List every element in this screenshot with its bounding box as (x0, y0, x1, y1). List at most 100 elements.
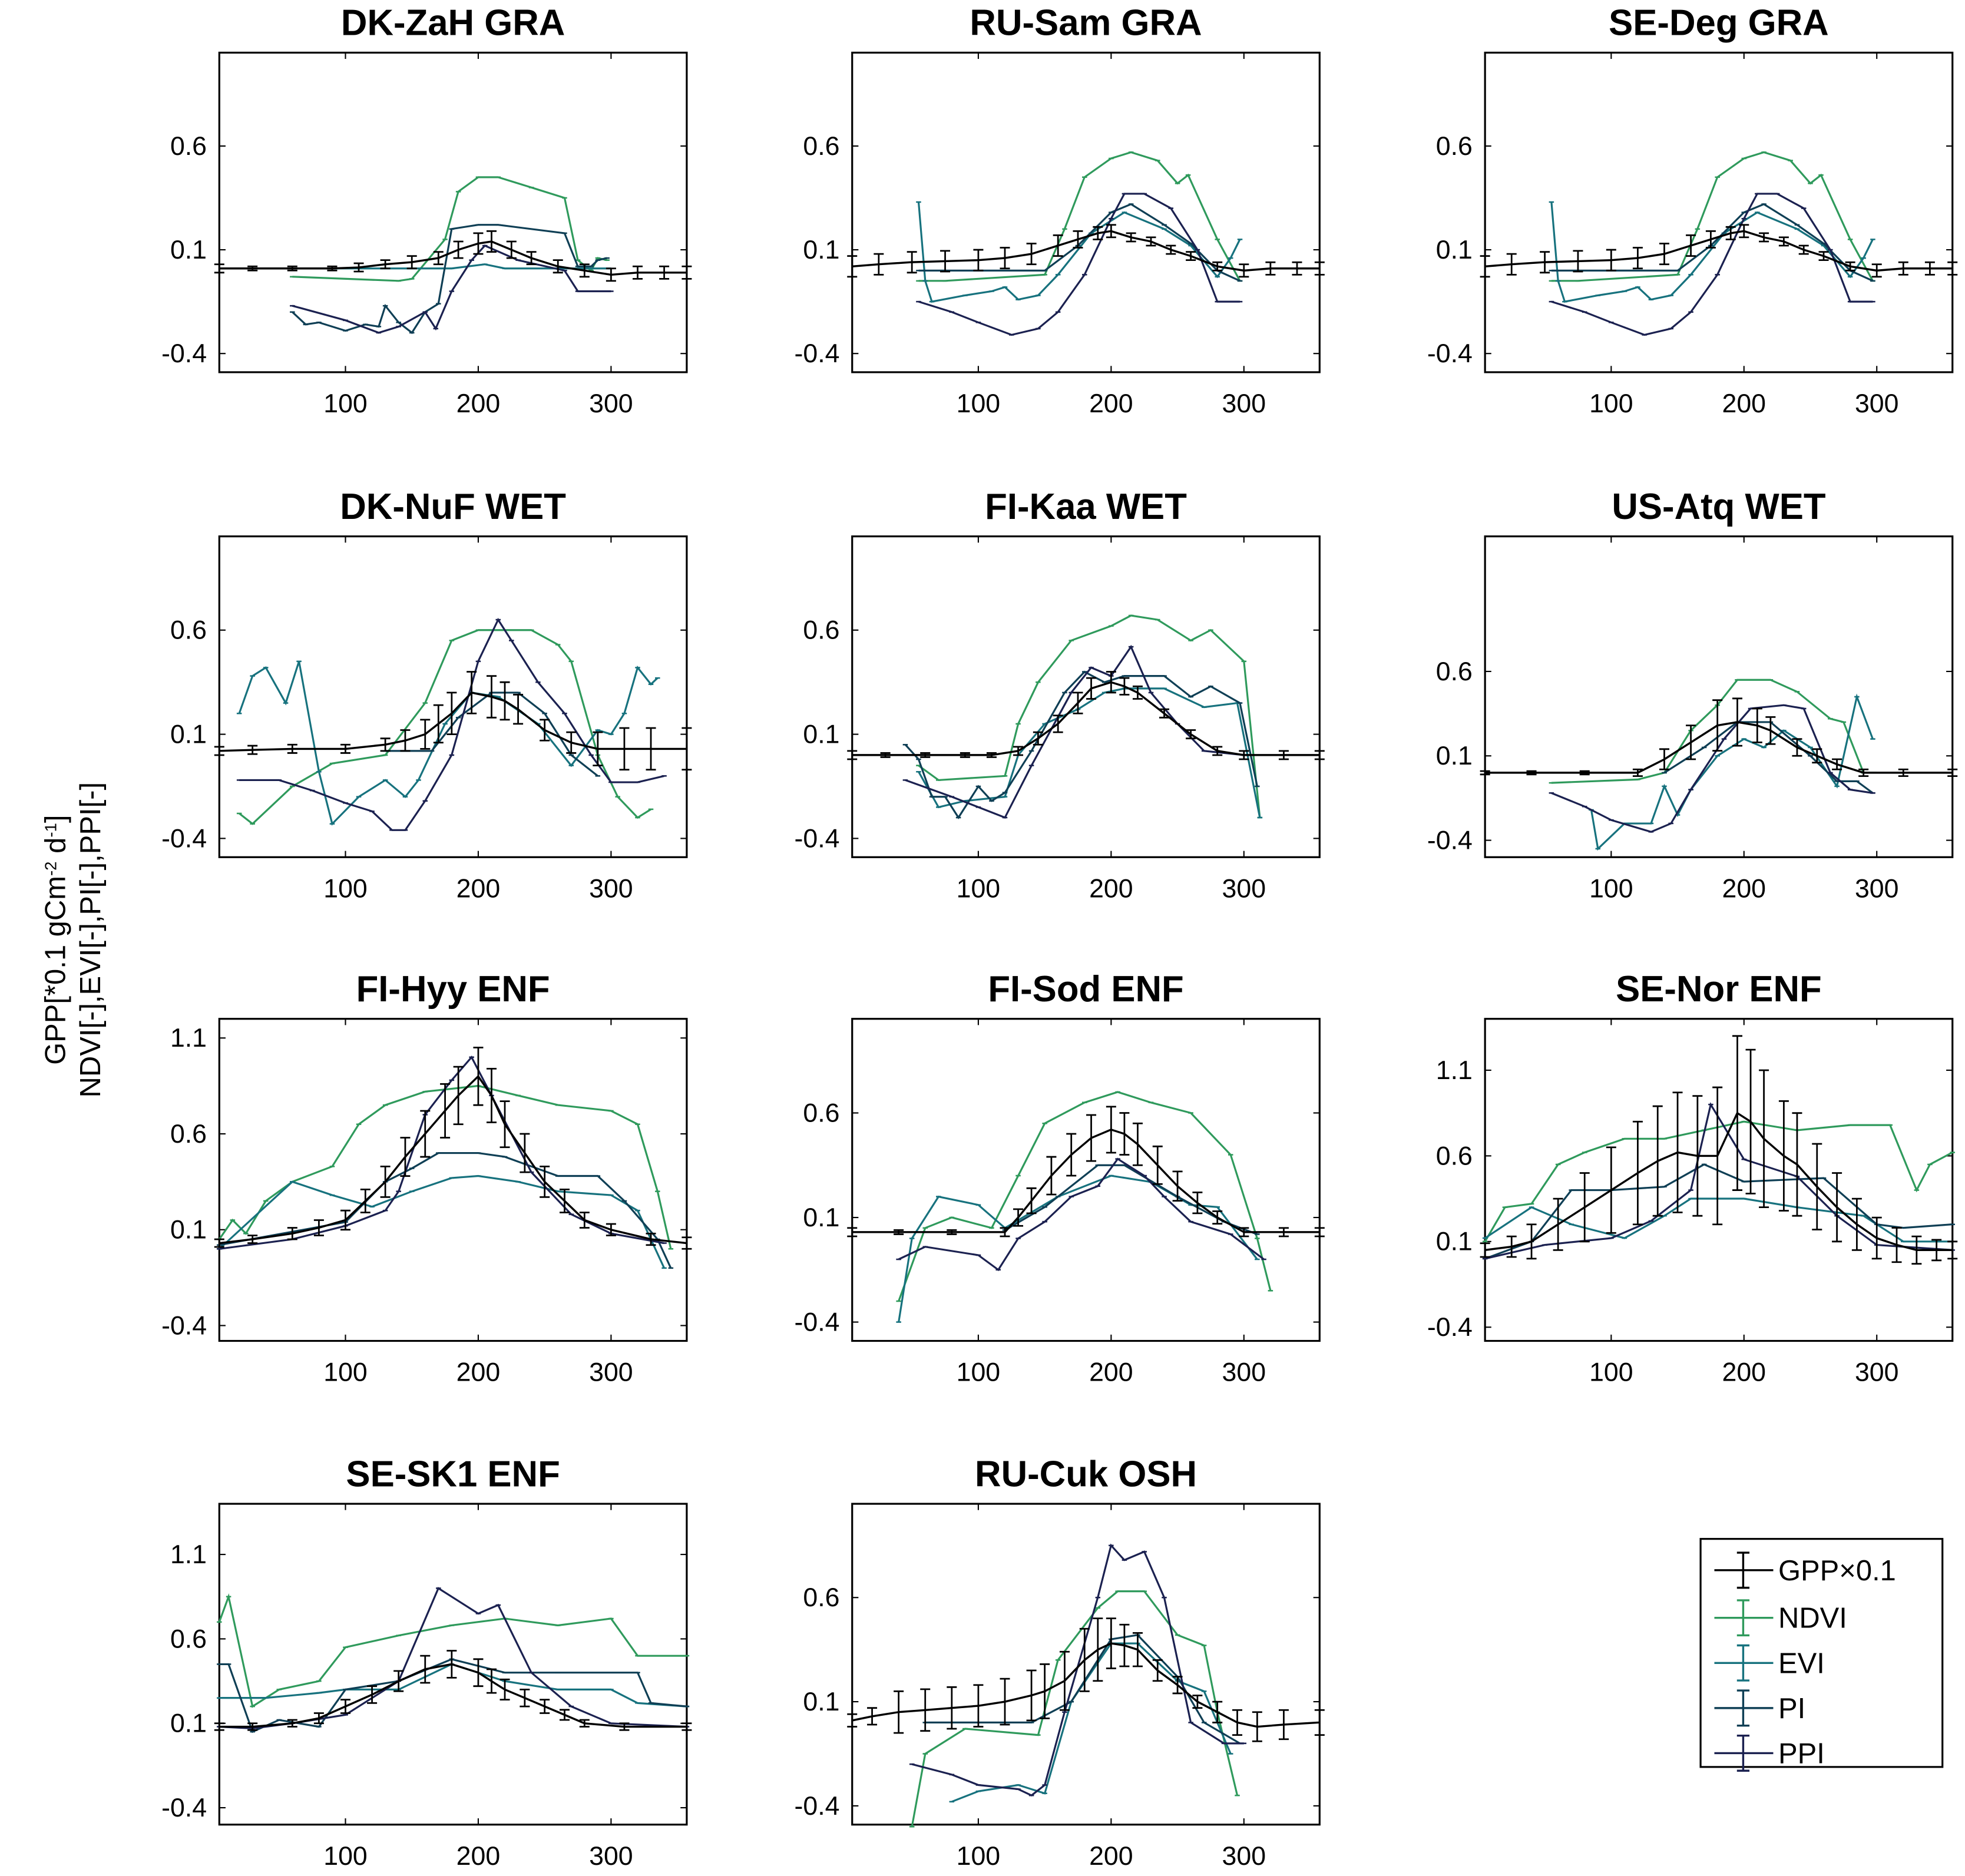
plot-frame (1484, 51, 1954, 373)
series-ppi (896, 1157, 1266, 1272)
gpp-error-bar (1606, 249, 1616, 272)
gpp-error-bar (1947, 261, 1958, 276)
gpp-error-bar (1947, 1240, 1958, 1260)
gpp-error-bar (1732, 697, 1743, 747)
ppi-line (918, 193, 1240, 336)
gpp-error-bar (486, 1668, 497, 1694)
legend-label: NDVI (1778, 1603, 1847, 1635)
y-tick-label: 0.6 (1436, 1142, 1473, 1170)
y-tick-label: 0.6 (1436, 132, 1473, 161)
gpp-error-bar (1026, 1669, 1037, 1722)
gpp-error-bar (1792, 1112, 1802, 1217)
x-tick-label: 100 (323, 389, 368, 418)
series-ppi (1549, 193, 1875, 336)
gpp-error-bar (340, 743, 351, 754)
gpp-error-bar (1106, 224, 1116, 239)
gpp-error-bar (847, 750, 858, 760)
panel-title: RU-Sam GRA (970, 3, 1202, 44)
gpp-error-bar (1314, 261, 1325, 276)
y-tick-label: 0.6 (803, 616, 839, 645)
y-tick-label: 0.1 (1436, 236, 1473, 264)
gpp-error-bar (1632, 768, 1643, 777)
x-tick-label: 300 (589, 874, 633, 903)
gpp-error-bar (1132, 1122, 1143, 1166)
gpp-error-bar (453, 1066, 464, 1126)
ndvi-line (911, 1590, 1239, 1827)
x-tick-label: 200 (456, 389, 501, 418)
legend-label: GPP×0.1 (1778, 1555, 1896, 1587)
gpp-error-bar (400, 1137, 411, 1177)
series-gpp (214, 1047, 692, 1250)
x-tick-label: 300 (1222, 1842, 1266, 1871)
gpp-error-bar (1759, 232, 1769, 243)
y-tick-label: 0.1 (1436, 742, 1473, 770)
gpp-error-bar (1106, 671, 1116, 694)
gpp-error-bar (287, 1719, 297, 1728)
gpp-error-bar (920, 752, 931, 758)
gpp-error-bar (1079, 1627, 1090, 1692)
x-tick-label: 200 (456, 1358, 501, 1387)
ndvi-line (1551, 151, 1874, 282)
gpp-error-bar (874, 253, 884, 276)
x-tick-label: 200 (1089, 1842, 1133, 1871)
gpp-error-bar (214, 1722, 224, 1731)
gpp-error-bar (1166, 244, 1176, 255)
gpp-error-bar (1898, 768, 1908, 777)
x-tick-label: 100 (323, 1842, 368, 1871)
y-tick-label: 0.1 (170, 720, 207, 749)
y-tick-label: 1.1 (170, 1024, 207, 1053)
gpp-error-bar (1686, 724, 1696, 760)
plot-frame (851, 1018, 1321, 1342)
gpp-error-bar (1212, 1210, 1223, 1225)
gpp-error-bar (473, 232, 484, 255)
gpp-error-bar (486, 230, 497, 253)
gpp-error-bar (593, 731, 603, 767)
gpp-error-bar (1053, 234, 1063, 257)
y-tick-label: 0.6 (170, 1120, 207, 1149)
gpp-error-bar (1712, 1086, 1723, 1226)
gpp-error-bar (986, 752, 997, 758)
series-gpp (1480, 1035, 1958, 1265)
gpp-error-bar (1812, 1143, 1822, 1230)
gpp-error-bar (380, 259, 391, 270)
y-tick-label: 0.1 (803, 236, 839, 264)
gpp-error-bar (940, 250, 951, 273)
series-gpp (847, 224, 1325, 278)
y-axis-label-line2: NDVI[-],EVI[-],PI[-],PPI[-] (75, 782, 107, 1098)
gpp-error-bar (353, 262, 364, 273)
gpp-error-bar (1278, 1227, 1289, 1238)
y-tick-label: 0.6 (170, 132, 207, 161)
y-tick-label: 0.1 (803, 1203, 839, 1232)
gpp-error-bar (520, 1689, 530, 1708)
y-axis-label-line1: GPP[*0.1 gCm-2 d-1] (40, 815, 72, 1064)
panel-title: SE-Nor ENF (1616, 969, 1822, 1010)
gpp-error-bar (1705, 230, 1716, 249)
panel-title: DK-NuF WET (340, 487, 566, 527)
x-tick-label: 200 (1722, 1358, 1766, 1387)
gpp-error-bar (1579, 1172, 1590, 1243)
y-tick-label: 0.6 (1436, 657, 1473, 686)
gpp-error-bar (1732, 1035, 1743, 1191)
gpp-error-bar (1579, 770, 1590, 776)
panel-dk-nuf-wet: DK-NuF WET 100 200 300 0.6 0.1 -0.4 (161, 487, 692, 903)
gpp-error-bar (214, 263, 224, 274)
gpp-error-bar (1832, 758, 1842, 770)
pi-line (1663, 721, 1874, 794)
gpp-error-bar (420, 1110, 431, 1158)
gpp-error-bar (453, 240, 464, 259)
gpp-error-bar (1119, 1112, 1130, 1156)
gpp-error-bar (1314, 1227, 1325, 1238)
panel-ru-sam-gra: RU-Sam GRA 100 200 300 0.6 0.1 -0.4 (795, 3, 1325, 418)
gpp-error-bar (973, 249, 984, 272)
gpp-error-bar (1252, 1711, 1262, 1742)
evi-line (219, 1174, 666, 1269)
gpp-error-bar (1093, 226, 1103, 240)
gpp-line (1484, 1111, 1953, 1251)
gpp-error-bar (1159, 708, 1170, 719)
gpp-error-bar (682, 1236, 692, 1250)
gpp-error-bar (1947, 768, 1958, 777)
gpp-error-bar (1851, 1197, 1862, 1251)
legend-entry-ndvi: NDVI (1714, 1599, 1847, 1637)
gpp-error-bar (499, 681, 510, 721)
